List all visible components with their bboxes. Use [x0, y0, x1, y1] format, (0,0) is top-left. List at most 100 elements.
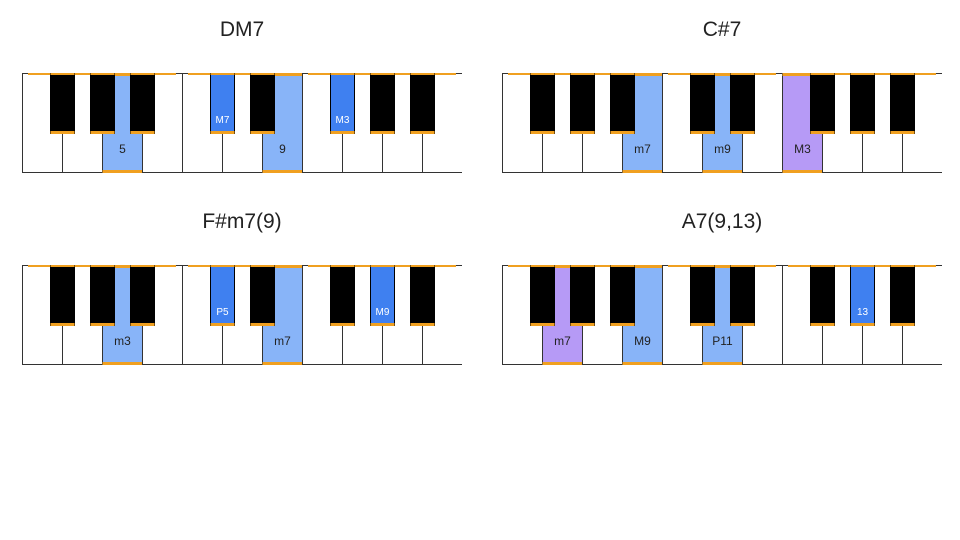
interval-label: m7	[274, 334, 291, 348]
black-key-accent-top	[90, 265, 115, 267]
black-key-accent-top	[890, 265, 915, 267]
key-edge-marker	[908, 265, 936, 267]
black-key-accent-top	[730, 73, 755, 75]
black-key-accent	[530, 131, 555, 134]
key-accent-top	[782, 73, 823, 76]
black-key-accent	[50, 131, 75, 134]
interval-label: P5	[216, 307, 229, 318]
black-key-accent-top	[690, 265, 715, 267]
interval-label: M9	[634, 334, 651, 348]
black-key-accent-top	[810, 265, 835, 267]
black-key-accent-top	[410, 265, 435, 267]
chord-title: A7(9,13)	[681, 210, 763, 233]
black-key-accent	[690, 131, 715, 134]
black-key	[730, 73, 755, 134]
key-edge-marker	[548, 73, 576, 75]
black-key-accent-top	[690, 73, 715, 75]
key-accent-top	[702, 265, 743, 268]
black-key-accent	[130, 323, 155, 326]
black-key-accent-top	[50, 265, 75, 267]
black-key-accent	[610, 323, 635, 326]
interval-label: M3	[336, 115, 350, 126]
key-edge-marker	[228, 265, 256, 267]
key-edge-marker	[348, 265, 376, 267]
interval-label: m9	[714, 142, 731, 156]
interval-label: m7	[554, 334, 571, 348]
black-key-accent-top	[90, 73, 115, 75]
key-edge-marker	[188, 265, 216, 267]
black-key	[810, 73, 835, 134]
key-accent-bottom	[702, 362, 743, 365]
key-edge-marker	[508, 265, 536, 267]
black-key-accent	[570, 323, 595, 326]
black-key	[570, 265, 595, 326]
black-key	[730, 265, 755, 326]
black-key	[890, 265, 915, 326]
key-edge-marker	[348, 73, 376, 75]
black-key	[610, 73, 635, 134]
black-key-accent	[250, 131, 275, 134]
black-key	[570, 73, 595, 134]
black-key	[330, 265, 355, 326]
black-key-accent	[890, 323, 915, 326]
black-key-accent	[50, 323, 75, 326]
key-accent-top	[102, 73, 143, 76]
key-accent-bottom	[702, 170, 743, 173]
key-accent-bottom	[782, 170, 823, 173]
key-edge-marker	[588, 73, 616, 75]
black-key-accent	[210, 131, 235, 134]
black-key-accent-top	[210, 73, 235, 75]
key-accent-bottom	[622, 362, 663, 365]
black-key-accent	[410, 323, 435, 326]
black-key	[410, 265, 435, 326]
black-key-accent	[90, 131, 115, 134]
piano-keyboard: m7 M9 P11 13	[502, 265, 942, 365]
key-edge-marker	[868, 73, 896, 75]
interval-label: m3	[114, 334, 131, 348]
black-key-accent	[530, 323, 555, 326]
key-edge-marker	[828, 73, 856, 75]
black-key-accent-top	[330, 73, 355, 75]
black-key	[130, 265, 155, 326]
piano-keyboard: m7 m9 M3	[502, 73, 942, 173]
black-key-highlighted	[210, 73, 235, 134]
interval-label: 5	[119, 142, 126, 156]
interval-label: m7	[634, 142, 651, 156]
black-key	[410, 73, 435, 134]
black-key-accent-top	[530, 73, 555, 75]
black-key-accent-top	[570, 73, 595, 75]
key-accent-top	[542, 265, 583, 268]
key-edge-marker	[788, 265, 816, 267]
black-key-accent-top	[250, 73, 275, 75]
black-key-accent-top	[130, 265, 155, 267]
chord-title: F#m7(9)	[202, 210, 282, 233]
key-accent-top	[102, 265, 143, 268]
black-key	[530, 73, 555, 134]
key-accent-bottom	[262, 362, 303, 365]
black-key-accent	[890, 131, 915, 134]
key-edge-marker	[748, 73, 776, 75]
key-edge-marker	[588, 265, 616, 267]
black-key-accent-top	[730, 265, 755, 267]
key-edge-marker	[188, 73, 216, 75]
black-key	[850, 73, 875, 134]
key-edge-marker	[228, 73, 256, 75]
black-key-accent	[810, 323, 835, 326]
black-key-accent	[730, 131, 755, 134]
black-key-accent	[90, 323, 115, 326]
black-key	[890, 73, 915, 134]
black-key	[90, 73, 115, 134]
key-edge-marker	[868, 265, 896, 267]
piano-keyboard: 5 9 M7 M3	[22, 73, 462, 173]
black-key-accent	[610, 131, 635, 134]
black-key-accent	[370, 323, 395, 326]
interval-label: M7	[216, 115, 230, 126]
black-key-accent	[730, 323, 755, 326]
black-key-accent	[250, 323, 275, 326]
interval-label: 9	[279, 142, 286, 156]
black-key-accent-top	[610, 265, 635, 267]
black-key	[50, 265, 75, 326]
interval-label: 13	[857, 307, 869, 318]
black-key-accent	[690, 323, 715, 326]
key-accent-top	[262, 265, 303, 268]
